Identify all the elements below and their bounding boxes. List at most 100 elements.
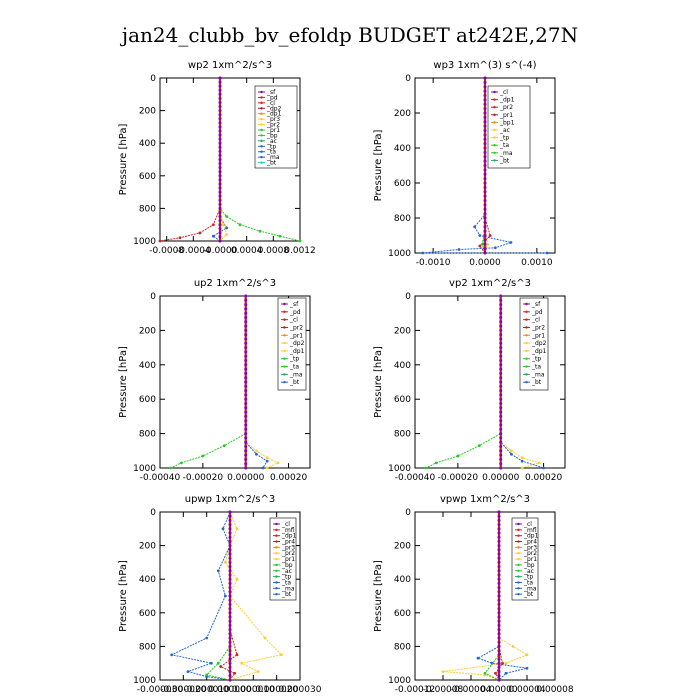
profile-point <box>228 518 232 522</box>
legend-marker <box>283 380 286 384</box>
profile-point <box>228 573 232 577</box>
y-tick-label: 0 <box>405 74 411 84</box>
data-point <box>209 661 213 665</box>
legend-marker <box>275 557 278 561</box>
profile-point <box>499 397 503 401</box>
profile-point <box>228 607 232 611</box>
data-point <box>525 653 529 657</box>
profile-point <box>499 406 503 410</box>
data-point <box>205 673 209 677</box>
legend-marker <box>283 373 286 376</box>
profile-point <box>499 432 503 436</box>
profile-point <box>497 569 501 573</box>
legend-entry: _bt <box>499 157 510 164</box>
series-line-pr2 <box>245 296 280 469</box>
series-line-tp <box>170 511 231 681</box>
legend-marker <box>283 341 286 345</box>
profile-point <box>244 307 248 311</box>
profile-point <box>218 202 222 206</box>
profile-point <box>497 544 501 548</box>
y-tick-label: 800 <box>394 430 411 440</box>
legend-box <box>254 85 298 169</box>
data-point <box>510 449 513 453</box>
profile-point <box>483 94 487 97</box>
legend-marker <box>260 139 263 143</box>
profile-point <box>497 678 501 682</box>
series-line-tp <box>245 296 268 469</box>
data-point <box>441 670 445 673</box>
profile-point <box>244 333 248 337</box>
legend-entry: _bt <box>289 379 300 386</box>
profile-point <box>499 393 503 397</box>
profile-point <box>497 661 501 665</box>
profile-point <box>228 552 232 556</box>
profile-point <box>483 124 487 128</box>
profile-point <box>499 328 503 332</box>
data-point <box>265 456 269 460</box>
series-line-pr1 <box>442 512 529 681</box>
profile-point <box>244 436 248 440</box>
legend-marker <box>283 357 286 360</box>
x-tick-label: -0.00020 <box>438 473 479 483</box>
profile-point <box>218 76 222 80</box>
profile-point <box>499 436 503 440</box>
profile-point <box>483 190 487 194</box>
data-point <box>261 466 265 470</box>
legend-entry: _pr1 <box>499 112 513 119</box>
x-tick-label: 0.0010 <box>521 258 553 268</box>
y-tick-label: 600 <box>394 395 411 405</box>
data-point <box>421 251 425 255</box>
legend-entry: _cl <box>499 89 508 96</box>
profile-point <box>499 311 503 315</box>
legend-marker <box>517 534 520 537</box>
y-tick-label: 800 <box>394 214 411 224</box>
profile-point <box>228 657 232 661</box>
legend-entry: _ma <box>499 150 513 157</box>
data-point <box>537 461 541 465</box>
legend-marker <box>275 528 278 532</box>
profile-point <box>244 380 248 384</box>
profile-point <box>244 359 248 362</box>
legend-marker <box>493 159 496 162</box>
panel-title: upwp 1xm^2/s^3 <box>185 494 275 505</box>
data-point <box>542 466 545 470</box>
legend-marker <box>283 349 286 353</box>
profile-point <box>228 581 232 585</box>
legend-entry: _pd <box>531 309 543 316</box>
data-point <box>483 671 487 675</box>
y-axis-label: Pressure [hPa] <box>373 346 384 418</box>
data-point <box>494 671 497 675</box>
profile-point <box>499 333 503 337</box>
x-tick-label: 0.000000 <box>209 685 252 695</box>
profile-point <box>499 423 503 427</box>
profile-point <box>499 367 503 371</box>
legend-entry: _cl <box>266 100 275 107</box>
data-point <box>221 223 225 227</box>
data-point <box>225 215 229 218</box>
plot-frame <box>414 511 556 681</box>
data-point <box>235 527 239 531</box>
profile-point <box>218 100 222 104</box>
legend-entry: _cl <box>523 521 532 528</box>
profile-point <box>244 389 248 393</box>
profile-point <box>483 172 487 176</box>
data-point <box>216 569 220 573</box>
profile-point <box>483 115 487 119</box>
legend-entry: _dp1 <box>289 348 305 355</box>
y-tick-label: 800 <box>139 204 156 214</box>
profile-point <box>228 619 232 623</box>
profile-point <box>244 371 248 375</box>
profile-point <box>228 674 232 678</box>
profile-point <box>499 402 503 405</box>
profile-point <box>228 590 232 594</box>
profile-point <box>228 623 232 627</box>
profile-point <box>218 149 222 153</box>
data-point <box>255 449 258 453</box>
profile-point <box>218 162 222 166</box>
x-tick-label: 0.00000 <box>482 473 519 483</box>
data-point <box>216 661 220 665</box>
legend-entry: _pr2 <box>266 122 280 129</box>
profile-point <box>483 146 487 150</box>
profile-point <box>228 615 232 619</box>
profile-point <box>228 644 232 648</box>
